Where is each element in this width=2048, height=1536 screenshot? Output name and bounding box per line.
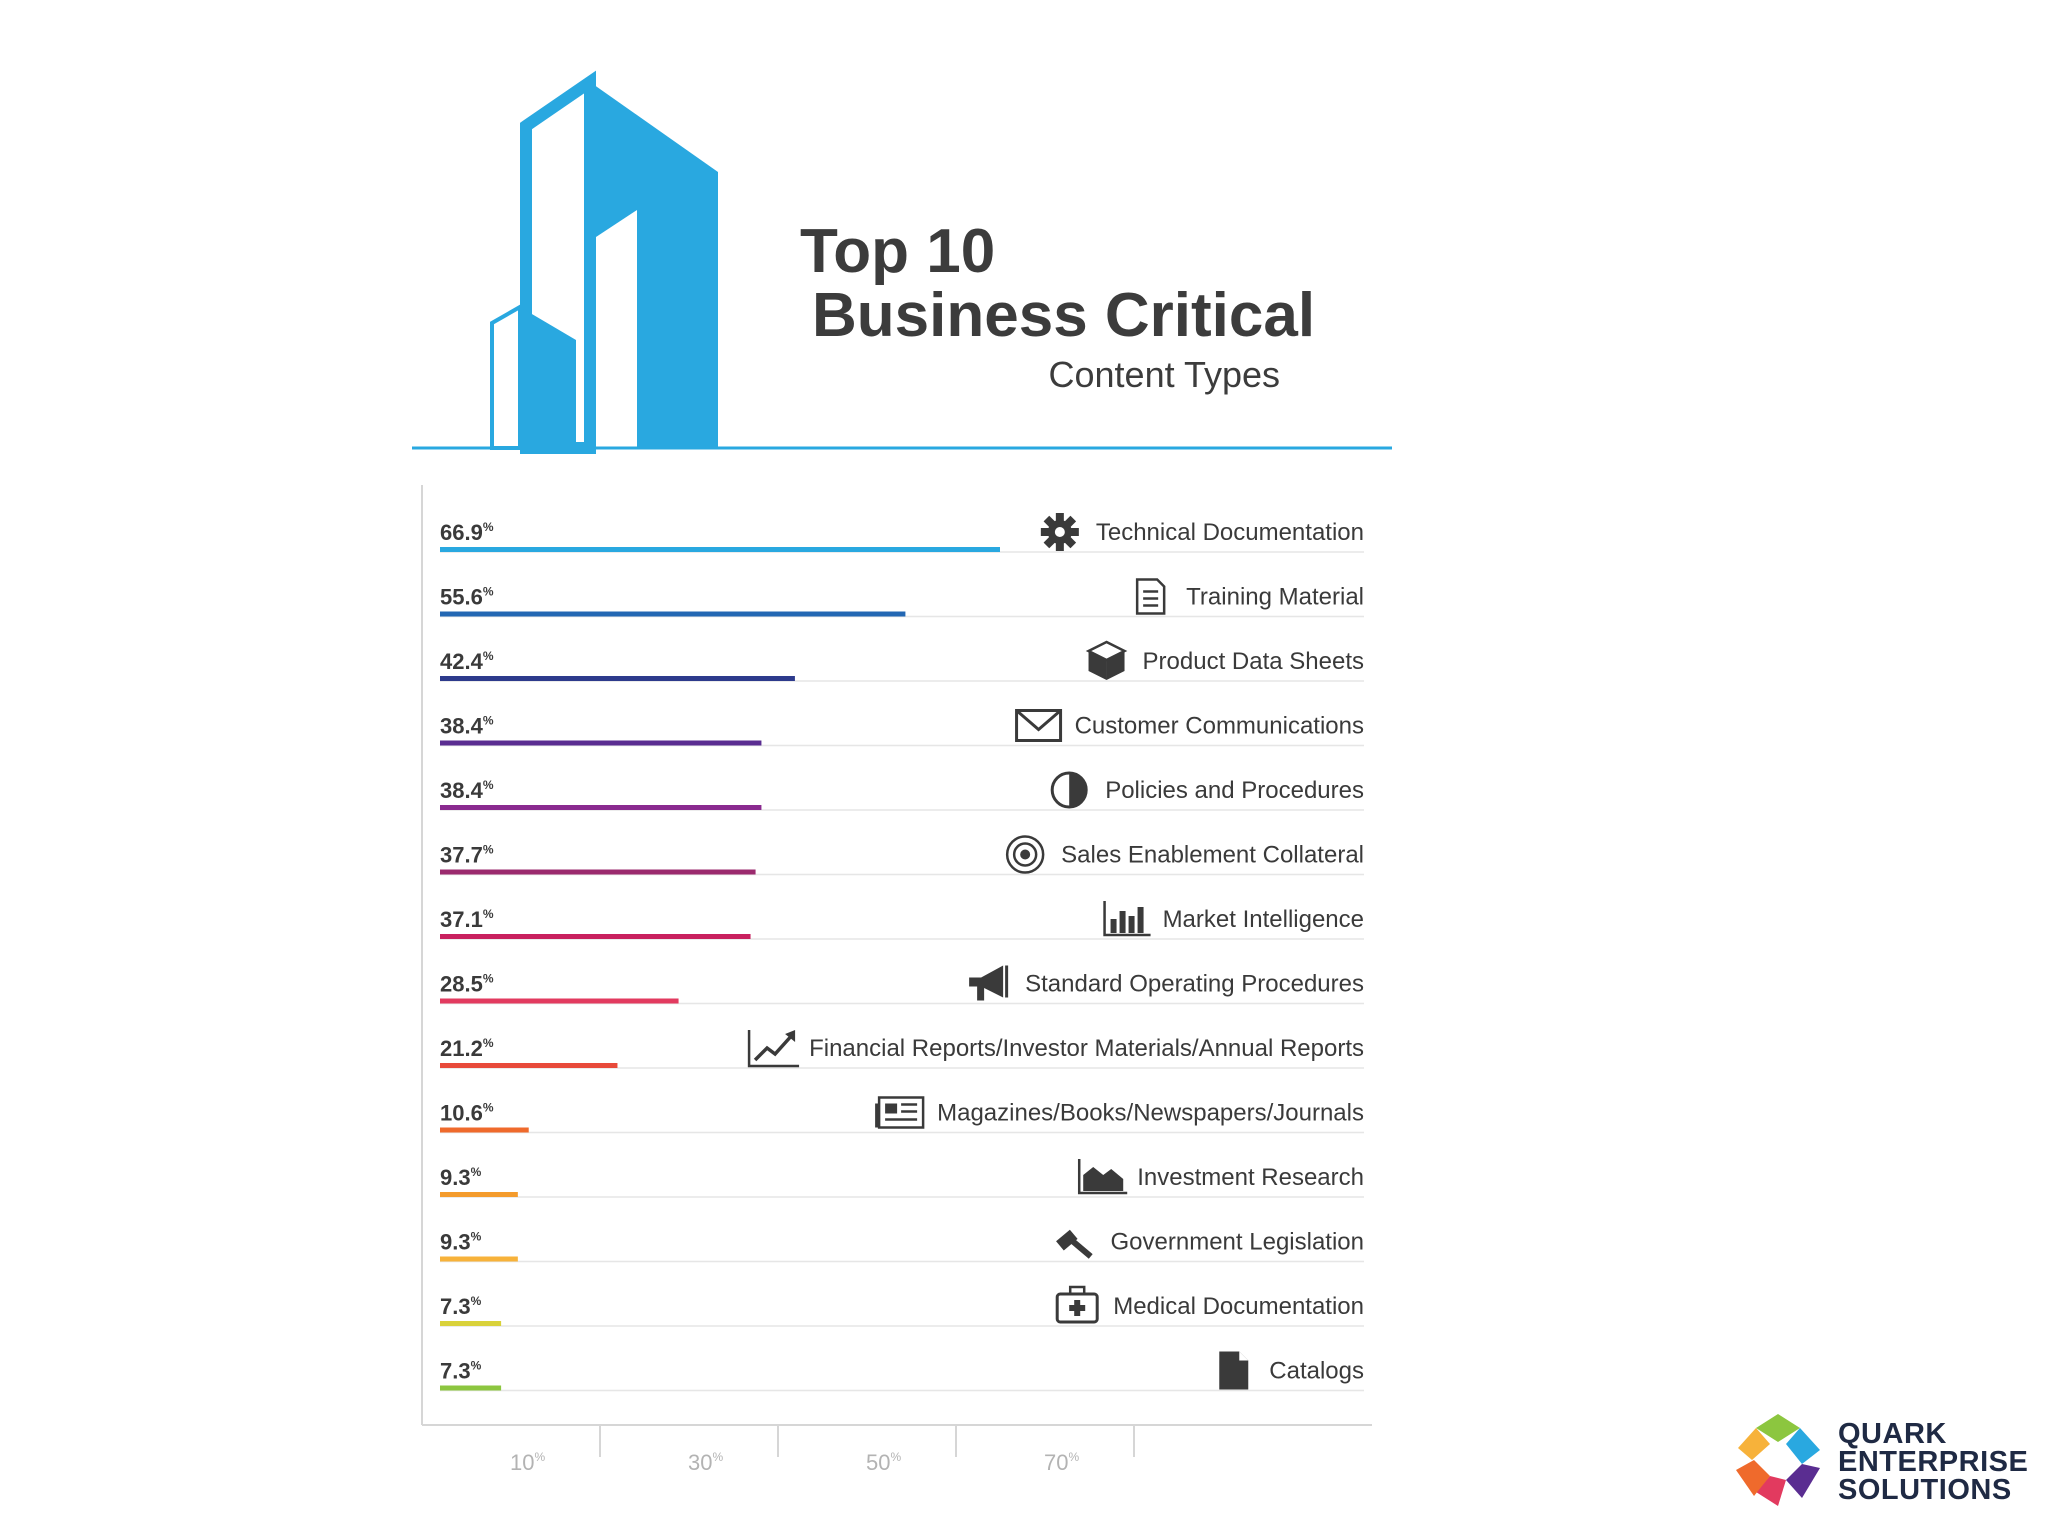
bar-11: [440, 1192, 518, 1197]
bar-12: [440, 1256, 518, 1262]
logo-line-enterprise: ENTERPRISE: [1838, 1446, 2029, 1478]
gavel-icon: [1056, 1229, 1093, 1259]
category-label-14: Catalogs: [1269, 1358, 1364, 1385]
title-main: Business Critical: [812, 281, 1316, 350]
logo-mark-icon: [1736, 1414, 1820, 1506]
value-label-9: 21.2%: [440, 1036, 494, 1061]
title-block: Top 10 Business Critical Content Types: [800, 217, 1316, 396]
file-icon: [1219, 1351, 1249, 1390]
bar-7: [440, 934, 751, 939]
bar-13: [440, 1321, 502, 1326]
x-tick-label-2: 30%: [688, 1450, 723, 1475]
category-label-10: Magazines/Books/Newspapers/Journals: [937, 1100, 1364, 1127]
building-illustration: [412, 70, 1392, 454]
bar-10: [440, 1127, 529, 1133]
bar-2: [440, 611, 906, 617]
bar-8: [440, 998, 679, 1004]
bar-chart-icon: [1103, 901, 1151, 937]
value-label-11: 9.3%: [440, 1165, 482, 1190]
bar-5: [440, 805, 762, 810]
title-top: Top 10: [800, 217, 996, 286]
bar-4: [440, 740, 762, 746]
value-label-1: 66.9%: [440, 520, 494, 545]
building-low-block: [520, 307, 576, 448]
logo-line-solutions: SOLUTIONS: [1838, 1474, 2012, 1506]
value-label-13: 7.3%: [440, 1294, 482, 1319]
logo-text: QUARK ENTERPRISE SOLUTIONS: [1838, 1418, 2029, 1506]
category-label-9: Financial Reports/Investor Materials/Ann…: [809, 1035, 1364, 1062]
bar-6: [440, 869, 756, 875]
newspaper-icon: [875, 1096, 925, 1129]
bar-1: [440, 547, 1000, 552]
value-label-2: 55.6%: [440, 585, 494, 610]
category-label-11: Investment Research: [1137, 1164, 1364, 1191]
bar-3: [440, 676, 795, 681]
medical-kit-icon: [1055, 1285, 1099, 1324]
category-label-6: Sales Enablement Collateral: [1061, 842, 1364, 869]
category-label-7: Market Intelligence: [1163, 906, 1364, 933]
envelope-icon: [1015, 709, 1063, 742]
x-tick-label-4: 70%: [1044, 1450, 1079, 1475]
area-chart-icon: [1077, 1159, 1128, 1195]
category-label-12: Government Legislation: [1111, 1229, 1364, 1256]
gear-icon: [1040, 513, 1079, 551]
value-label-10: 10.6%: [440, 1101, 494, 1126]
value-label-8: 28.5%: [440, 972, 494, 997]
category-label-5: Policies and Procedures: [1105, 777, 1364, 804]
value-label-3: 42.4%: [440, 649, 494, 674]
value-label-5: 38.4%: [440, 778, 494, 803]
category-label-3: Product Data Sheets: [1143, 648, 1364, 675]
value-label-12: 9.3%: [440, 1230, 482, 1255]
trend-up-icon: [747, 1030, 800, 1068]
cube-icon: [1085, 640, 1128, 680]
category-label-4: Customer Communications: [1075, 713, 1364, 740]
value-label-7: 37.1%: [440, 907, 494, 932]
value-label-14: 7.3%: [440, 1359, 482, 1384]
category-label-8: Standard Operating Procedures: [1025, 971, 1364, 998]
bar-14: [440, 1385, 502, 1391]
half-circle-icon: [1050, 771, 1088, 809]
logo-line-quark: QUARK: [1838, 1418, 1947, 1450]
document-icon: [1135, 578, 1166, 615]
bar-chart: 66.9% Technical Documentation 55.6% Trainin…: [421, 485, 1372, 1475]
value-label-6: 37.7%: [440, 843, 494, 868]
x-tick-label-1: 10%: [510, 1450, 545, 1475]
megaphone-icon: [969, 965, 1009, 1001]
building-tower-inner: [596, 210, 637, 448]
target-icon: [1005, 835, 1045, 874]
building-low-outline: [490, 303, 522, 450]
category-label-2: Training Material: [1186, 584, 1364, 611]
bar-9: [440, 1063, 618, 1068]
category-label-13: Medical Documentation: [1113, 1293, 1364, 1320]
category-label-1: Technical Documentation: [1096, 519, 1364, 546]
x-tick-label-3: 50%: [866, 1450, 901, 1475]
value-label-4: 38.4%: [440, 714, 494, 739]
title-sub: Content Types: [1048, 354, 1281, 395]
quark-logo: QUARK ENTERPRISE SOLUTIONS: [1728, 1410, 2028, 1520]
